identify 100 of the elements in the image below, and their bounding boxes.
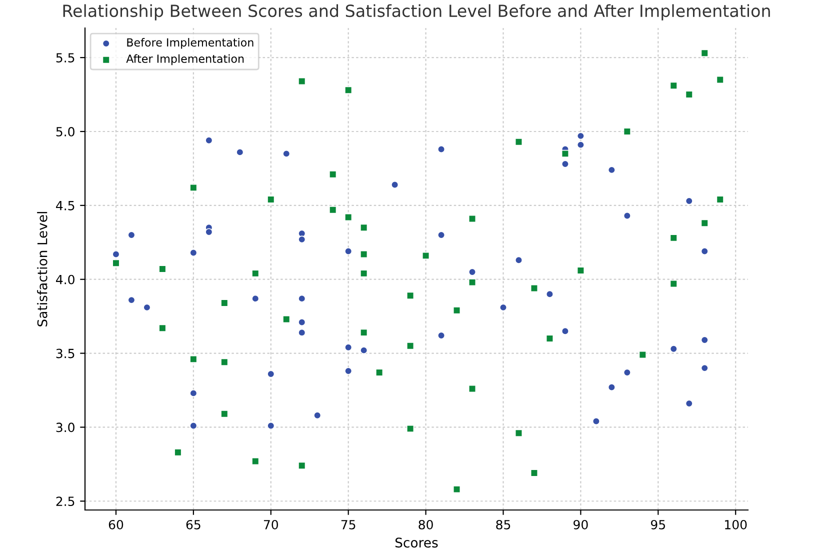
point	[406, 424, 414, 433]
point	[344, 344, 352, 352]
point	[576, 140, 585, 149]
point	[205, 136, 213, 144]
point	[468, 214, 476, 223]
point	[437, 332, 446, 340]
point	[530, 469, 538, 477]
point	[128, 296, 136, 304]
point	[452, 485, 461, 494]
point	[716, 76, 724, 84]
point	[546, 290, 554, 298]
point	[252, 270, 260, 278]
point	[670, 82, 678, 90]
point	[700, 364, 708, 372]
x-tick-label: 80	[418, 520, 433, 530]
point	[329, 170, 337, 178]
y-tick-label: 2.5	[56, 496, 74, 506]
point	[576, 132, 585, 140]
x-tick-label: 90	[574, 520, 588, 530]
x-tick-label: 95	[650, 520, 666, 530]
y-axis-title: Satisfaction Level	[37, 212, 48, 326]
point	[670, 280, 678, 288]
point	[220, 410, 228, 418]
point	[376, 368, 384, 376]
point	[344, 247, 352, 256]
point	[499, 304, 508, 312]
point	[546, 334, 554, 342]
y-tick-label: 3.5	[56, 348, 74, 358]
point	[608, 166, 616, 174]
point	[514, 138, 523, 146]
point	[390, 180, 399, 189]
point	[282, 150, 290, 158]
point	[112, 250, 120, 258]
point	[360, 270, 368, 278]
point	[360, 224, 368, 232]
point	[700, 336, 708, 344]
point	[468, 384, 476, 393]
point	[700, 49, 708, 57]
legend-label: Before Implementation	[127, 38, 254, 49]
point	[406, 292, 414, 300]
x-tick-label: 70	[264, 520, 278, 530]
y-tick-label: 3.0	[56, 422, 74, 432]
point	[514, 429, 523, 437]
y-tick-label: 4.5	[56, 201, 74, 210]
point	[190, 355, 198, 364]
point	[267, 196, 275, 204]
x-tick-label: 75	[341, 520, 356, 530]
point	[422, 252, 430, 260]
point	[174, 448, 182, 456]
point	[700, 219, 708, 227]
point	[452, 306, 461, 314]
point	[670, 345, 678, 353]
point	[468, 268, 476, 276]
x-tick-label: 65	[186, 520, 200, 530]
point	[623, 212, 631, 220]
point	[716, 196, 724, 204]
point	[530, 284, 538, 292]
point	[298, 462, 306, 470]
point	[344, 86, 352, 94]
x-axis-title: Scores	[395, 538, 438, 548]
point	[267, 422, 275, 430]
point	[638, 350, 646, 359]
point	[592, 417, 600, 426]
point	[220, 358, 228, 366]
point	[670, 234, 678, 242]
point	[329, 206, 337, 214]
point	[143, 304, 151, 312]
point	[561, 150, 570, 158]
x-tick-label: 85	[496, 520, 510, 530]
point	[190, 389, 198, 398]
point	[468, 278, 476, 286]
point	[267, 370, 275, 378]
point	[314, 412, 322, 420]
point	[158, 265, 166, 273]
point	[576, 266, 585, 274]
point	[298, 294, 306, 302]
x-tick-label: 100	[725, 520, 747, 530]
point	[298, 328, 306, 336]
point	[437, 145, 446, 154]
point	[190, 422, 198, 430]
point	[623, 368, 631, 376]
point	[158, 324, 166, 332]
point	[298, 236, 306, 244]
point	[282, 315, 290, 324]
point	[205, 228, 213, 236]
point	[360, 346, 368, 354]
point	[252, 457, 260, 466]
point	[685, 90, 693, 98]
y-tick-label: 5.0	[56, 126, 74, 136]
point	[685, 197, 693, 205]
point	[298, 318, 306, 326]
point	[344, 367, 352, 375]
point	[514, 256, 523, 264]
point	[406, 342, 414, 350]
point	[360, 328, 368, 336]
point	[112, 259, 120, 267]
point	[561, 327, 570, 335]
point	[252, 294, 260, 302]
point	[190, 184, 198, 192]
point	[236, 148, 244, 156]
